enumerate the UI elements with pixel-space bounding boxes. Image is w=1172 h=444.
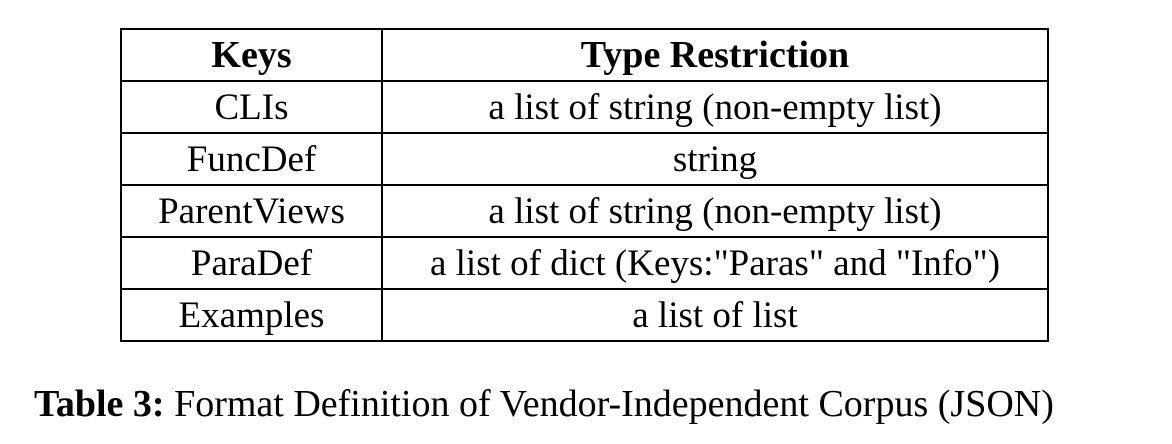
table-row: ParaDef a list of dict (Keys:"Paras" and… bbox=[120, 236, 1049, 290]
cell-key: FuncDef bbox=[120, 132, 383, 186]
cell-key: ParentViews bbox=[120, 184, 383, 238]
format-definition-table: Keys Type Restriction CLIs a list of str… bbox=[120, 28, 1049, 342]
table-row: Examples a list of list bbox=[120, 288, 1049, 342]
header-type-restriction: Type Restriction bbox=[381, 28, 1049, 82]
cell-type-restriction: a list of string (non-empty list) bbox=[381, 80, 1049, 134]
cell-key: CLIs bbox=[120, 80, 383, 134]
table-header-row: Keys Type Restriction bbox=[120, 28, 1049, 82]
cell-type-restriction: a list of list bbox=[381, 288, 1049, 342]
cell-key: ParaDef bbox=[120, 236, 383, 290]
cell-key: Examples bbox=[120, 288, 383, 342]
cell-type-restriction: a list of dict (Keys:"Paras" and "Info") bbox=[381, 236, 1049, 290]
table-caption-text: Format Definition of Vendor-Independent … bbox=[174, 383, 1054, 425]
table-row: CLIs a list of string (non-empty list) bbox=[120, 80, 1049, 134]
header-keys: Keys bbox=[120, 28, 383, 82]
table-caption-label: Table 3: bbox=[34, 383, 165, 425]
format-definition-table-container: Keys Type Restriction CLIs a list of str… bbox=[120, 28, 1049, 342]
table-row: ParentViews a list of string (non-empty … bbox=[120, 184, 1049, 238]
table-caption: Table 3: Format Definition of Vendor-Ind… bbox=[34, 380, 1144, 428]
table-row: FuncDef string bbox=[120, 132, 1049, 186]
cell-type-restriction: string bbox=[381, 132, 1049, 186]
cell-type-restriction: a list of string (non-empty list) bbox=[381, 184, 1049, 238]
